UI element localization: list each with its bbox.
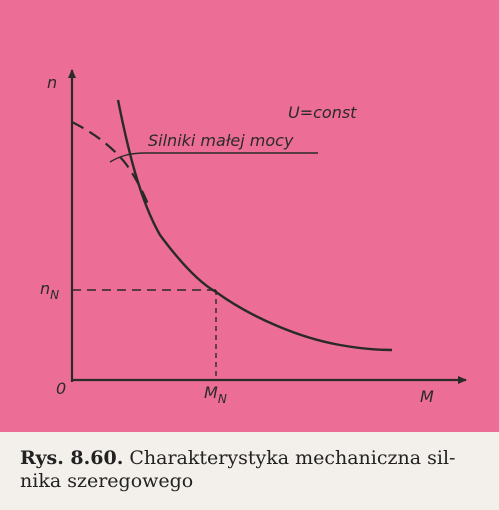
axis-label-n: n	[47, 73, 57, 92]
caption-text-line2: nika szeregowego	[20, 470, 194, 492]
figure-svg: n 0 M nN MN U=const Silniki małej mocy	[0, 0, 499, 432]
nN-label-main: n	[40, 279, 50, 298]
small-motor-curve	[71, 121, 150, 205]
MN-label-main: M	[204, 383, 218, 402]
figure-background	[0, 0, 499, 432]
caption-number: Rys. 8.60.	[20, 447, 124, 469]
figure: n 0 M nN MN U=const Silniki małej mocy	[0, 0, 499, 432]
series-motor-curve	[116, 99, 393, 352]
MN-label-sub: N	[218, 392, 227, 406]
figure-caption: Rys. 8.60. Charakterystyka mechaniczna s…	[20, 447, 485, 493]
nN-label: nN	[40, 279, 59, 302]
nN-label-sub: N	[50, 288, 59, 302]
MN-label: MN	[204, 383, 227, 406]
origin-label: 0	[56, 379, 66, 398]
small-motor-leader-line	[109, 152, 318, 163]
caption-text-line1: Charakterystyka mechaniczna sil-	[129, 447, 456, 469]
small-motor-label: Silniki małej mocy	[148, 131, 294, 150]
voltage-note: U=const	[288, 103, 357, 122]
axis-label-M: M	[420, 387, 434, 406]
